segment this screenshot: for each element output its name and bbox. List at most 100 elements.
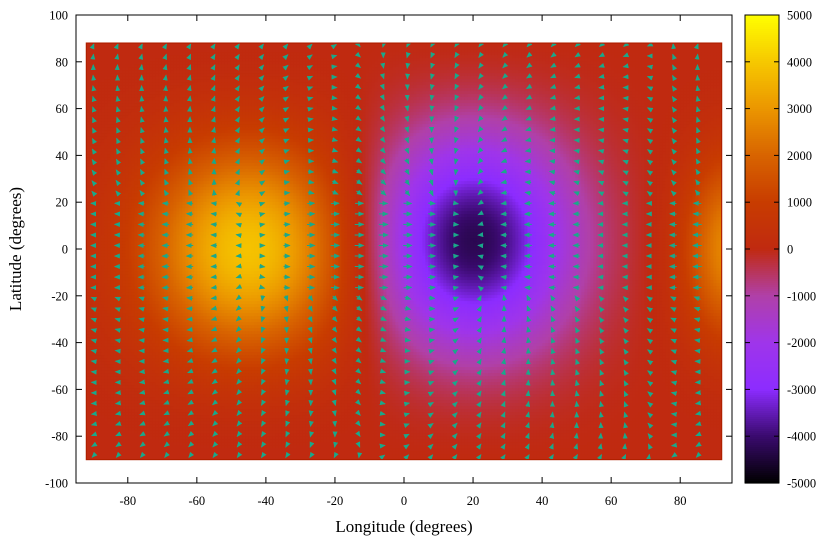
heatmap-cell <box>653 67 657 71</box>
heatmap-cell <box>230 46 234 50</box>
heatmap-cell <box>494 55 498 59</box>
heatmap-cell <box>245 67 249 71</box>
heatmap-cell <box>329 61 333 65</box>
heatmap-cell <box>314 76 318 80</box>
heatmap-cell <box>182 64 186 68</box>
heatmap-cell <box>179 79 183 83</box>
heatmap-cell <box>434 79 438 83</box>
heatmap-cell <box>512 55 516 59</box>
heatmap-cell <box>431 49 435 53</box>
heatmap-cell <box>347 64 351 68</box>
heatmap-cell <box>245 64 249 68</box>
heatmap-cell <box>326 49 330 53</box>
heatmap-cell <box>464 58 468 62</box>
heatmap-cell <box>107 58 111 62</box>
heatmap-cell <box>176 70 180 74</box>
heatmap-cell <box>515 61 519 65</box>
heatmap-cell <box>200 67 204 71</box>
heatmap-cell <box>95 76 99 80</box>
heatmap-cell <box>398 73 402 77</box>
heatmap-cell <box>86 58 90 62</box>
heatmap-cell <box>554 67 558 71</box>
heatmap-cell <box>293 43 297 47</box>
heatmap-cell <box>173 76 177 80</box>
heatmap-cell <box>470 67 474 71</box>
heatmap-cell <box>311 52 315 56</box>
heatmap-cell <box>170 55 174 59</box>
heatmap-cell <box>365 64 369 68</box>
heatmap-cell <box>230 61 234 65</box>
heatmap-cell <box>476 76 480 80</box>
heatmap-cell <box>380 79 384 83</box>
heatmap-cell <box>497 55 501 59</box>
heatmap-cell <box>347 76 351 80</box>
heatmap-cell <box>467 52 471 56</box>
heatmap-cell <box>422 55 426 59</box>
heatmap-cell <box>287 46 291 50</box>
heatmap-cell <box>653 46 657 50</box>
heatmap-cell <box>518 79 522 83</box>
heatmap-cell <box>110 52 114 56</box>
heatmap-cell <box>110 55 114 59</box>
heatmap-cell <box>620 79 624 83</box>
heatmap-cell <box>395 70 399 74</box>
heatmap-cell <box>620 55 624 59</box>
heatmap-cell <box>320 79 324 83</box>
heatmap-cell <box>281 61 285 65</box>
heatmap-cell <box>389 61 393 65</box>
heatmap-cell <box>206 67 210 71</box>
heatmap-cell <box>584 52 588 56</box>
heatmap-cell <box>494 49 498 53</box>
heatmap-cell <box>653 55 657 59</box>
heatmap-cell <box>485 58 489 62</box>
heatmap-cell <box>650 49 654 53</box>
heatmap-cell <box>275 67 279 71</box>
heatmap-cell <box>527 46 531 50</box>
heatmap-cell <box>494 61 498 65</box>
heatmap-cell <box>293 79 297 83</box>
heatmap-cell <box>629 55 633 59</box>
heatmap-cell <box>680 43 684 47</box>
heatmap-cell <box>431 46 435 50</box>
heatmap-cell <box>581 52 585 56</box>
heatmap-cell <box>326 61 330 65</box>
heatmap-cell <box>179 82 183 86</box>
heatmap-cell <box>107 76 111 80</box>
heatmap-cell <box>110 58 114 62</box>
heatmap-cell <box>206 49 210 53</box>
heatmap-cell <box>350 64 354 68</box>
heatmap-cell <box>356 58 360 62</box>
heatmap-cell <box>656 46 660 50</box>
heatmap-cell <box>236 70 240 74</box>
heatmap-cell <box>467 55 471 59</box>
heatmap-cell <box>644 55 648 59</box>
heatmap-cell <box>464 52 468 56</box>
heatmap-cell <box>443 49 447 53</box>
heatmap-cell <box>542 79 546 83</box>
heatmap-cell <box>218 55 222 59</box>
heatmap-cell <box>308 61 312 65</box>
heatmap-cell <box>146 73 150 77</box>
heatmap-cell <box>680 70 684 74</box>
heatmap-cell <box>263 55 267 59</box>
heatmap-cell <box>623 79 627 83</box>
heatmap-cell <box>533 49 537 53</box>
heatmap-cell <box>638 67 642 71</box>
heatmap-cell <box>170 64 174 68</box>
heatmap-cell <box>227 67 231 71</box>
heatmap-cell <box>176 49 180 53</box>
heatmap-cell <box>635 61 639 65</box>
heatmap-cell <box>158 46 162 50</box>
heatmap-cell <box>338 67 342 71</box>
heatmap-cell <box>419 70 423 74</box>
heatmap-cell <box>245 43 249 47</box>
heatmap-cell <box>251 52 255 56</box>
heatmap-cell <box>278 76 282 80</box>
heatmap-cell <box>299 76 303 80</box>
heatmap-cell <box>407 49 411 53</box>
heatmap-cell <box>164 49 168 53</box>
heatmap-cell <box>347 49 351 53</box>
heatmap-cell <box>500 64 504 68</box>
heatmap-cell <box>104 70 108 74</box>
heatmap-cell <box>332 79 336 83</box>
